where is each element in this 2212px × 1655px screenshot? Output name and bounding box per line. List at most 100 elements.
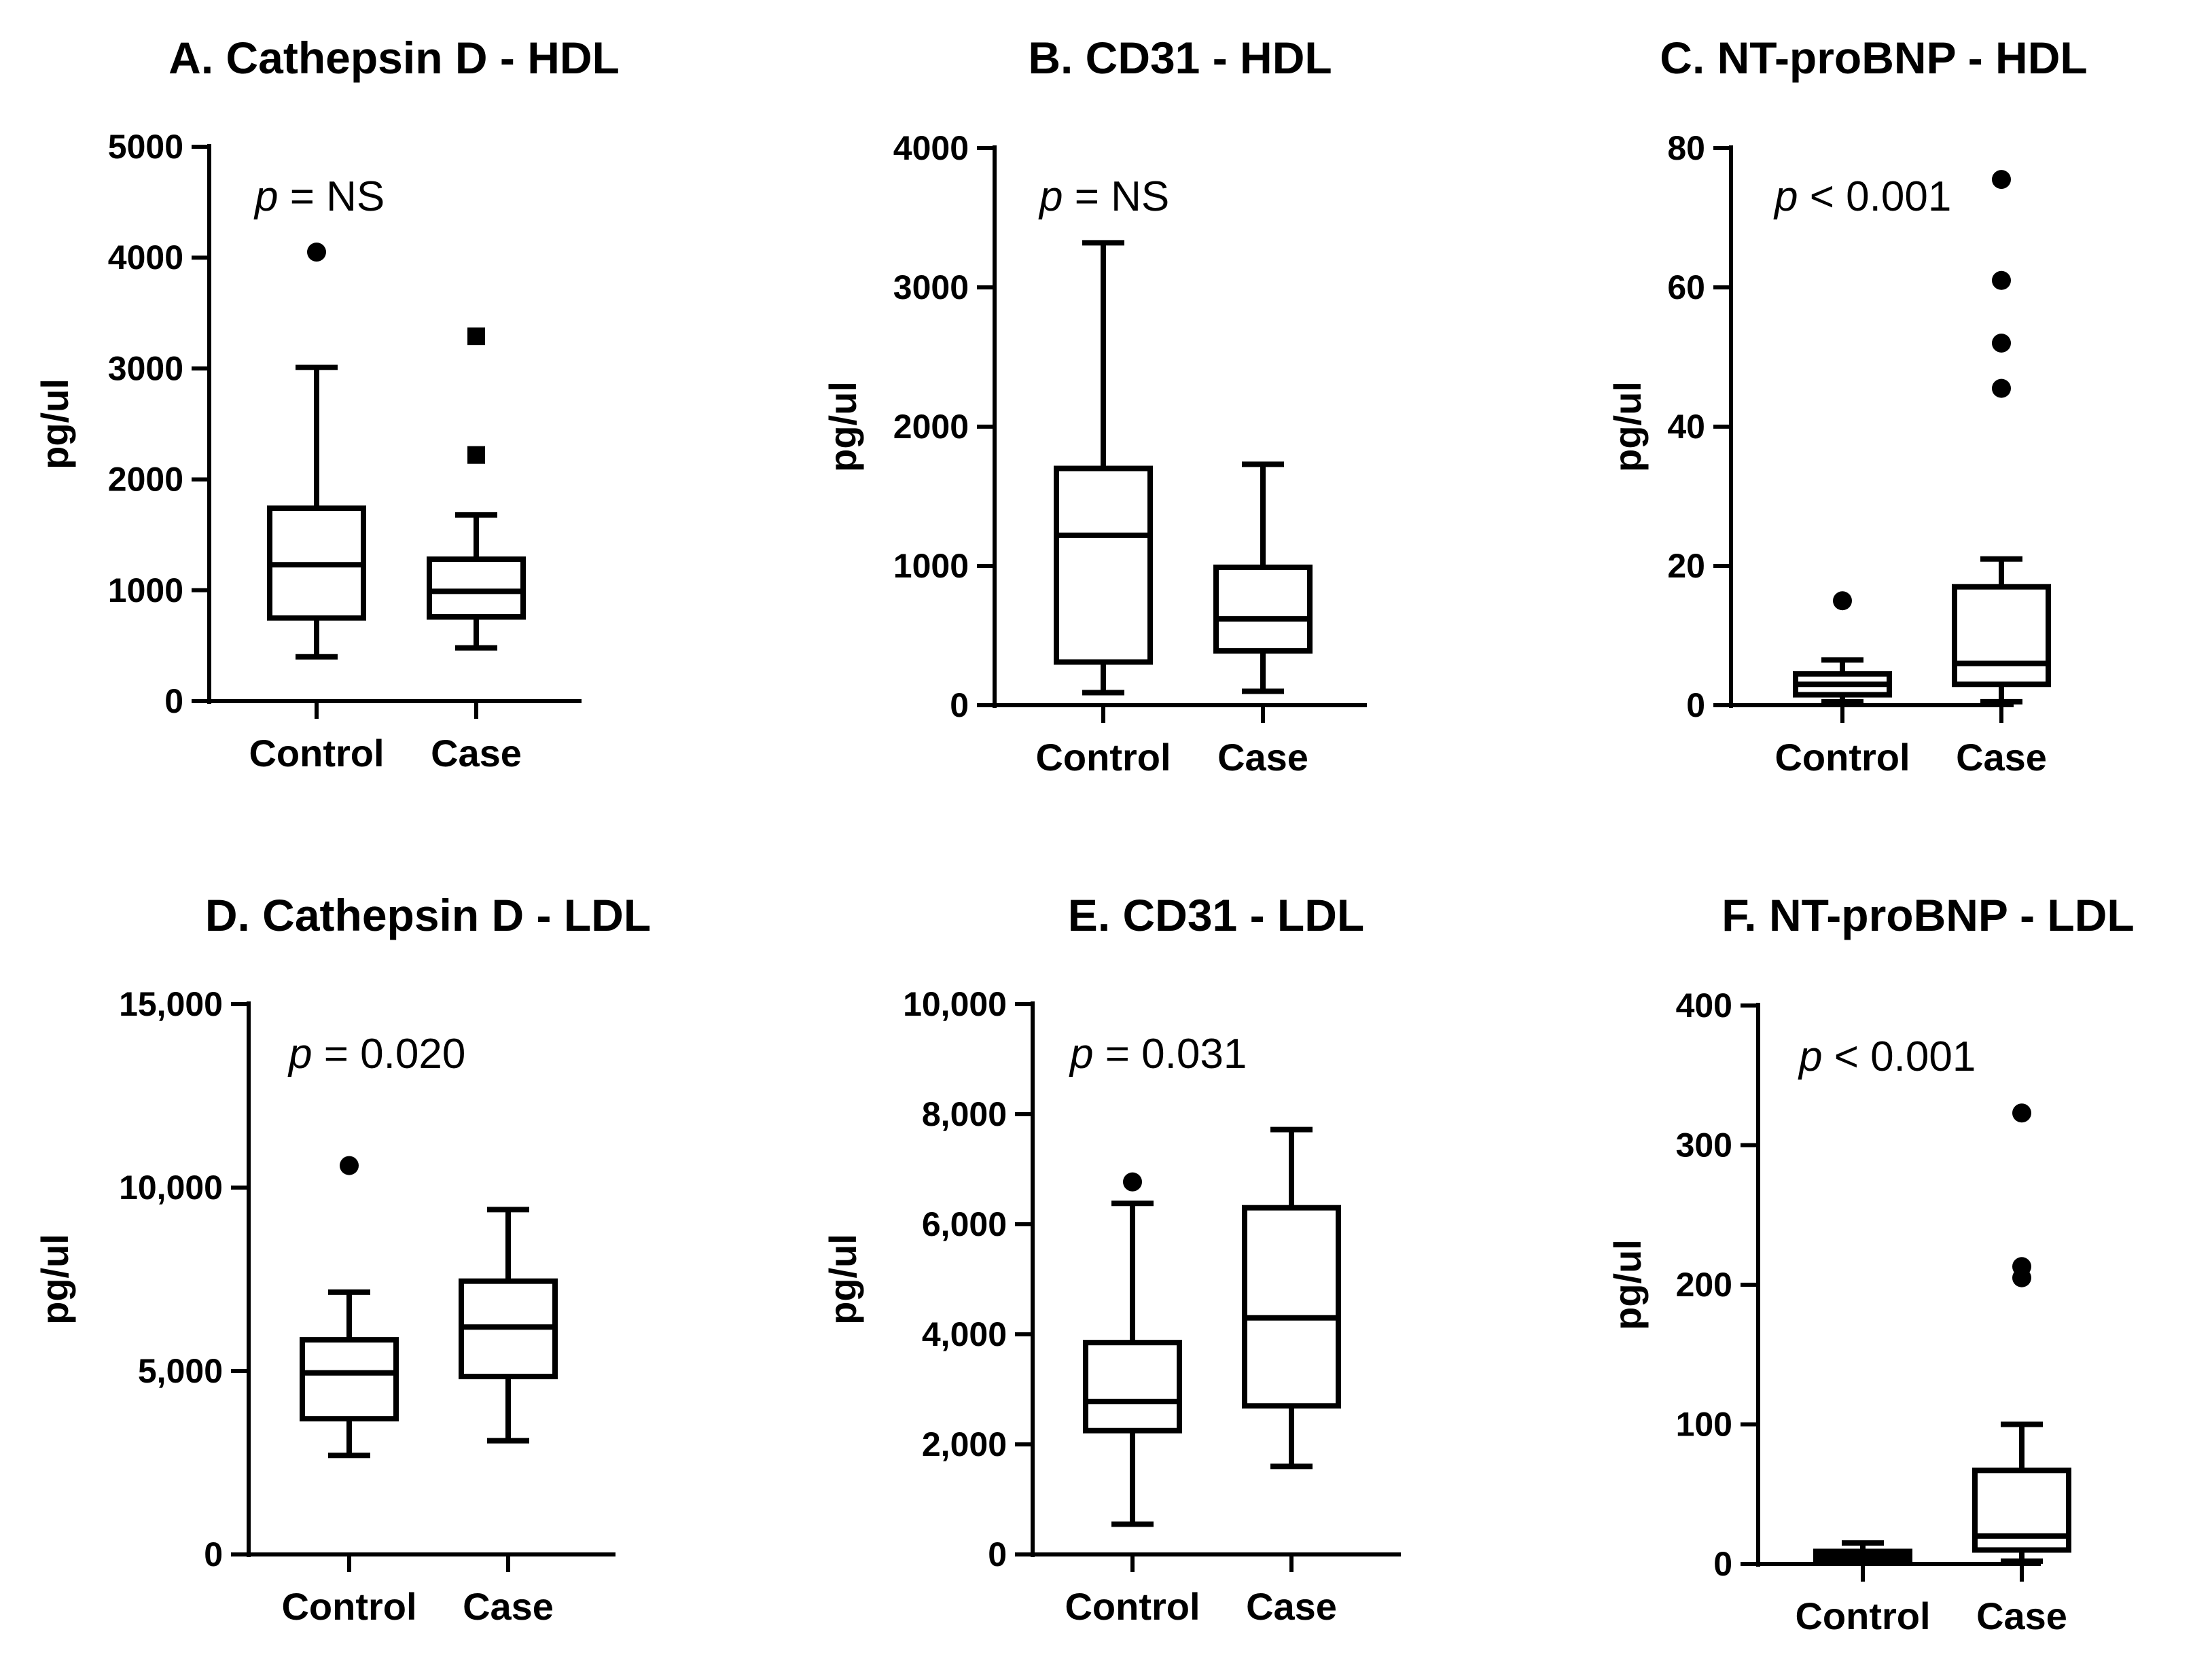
x-category-label: Case: [1246, 1585, 1337, 1628]
outlier-point: [1833, 591, 1852, 611]
y-tick-label: 80: [1667, 129, 1705, 167]
box-control: [1083, 1172, 1182, 1527]
x-category-label: Case: [431, 732, 522, 775]
chart-title: E. CD31 - LDL: [1068, 890, 1364, 940]
p-value-annotation: p < 0.001: [1773, 173, 1951, 220]
x-category-label: Case: [1976, 1595, 2067, 1637]
p-value-text: = NS: [1063, 173, 1169, 220]
interquartile-box: [1054, 465, 1153, 665]
box-case: [1242, 1126, 1341, 1470]
p-value-text: = 0.031: [1093, 1031, 1247, 1078]
panel-a: A. Cathepsin D - HDL pg/ul 0 1000 2000 3000 40…: [33, 33, 620, 775]
outlier-point: [1123, 1172, 1142, 1192]
outlier-point: [307, 243, 326, 262]
p-value-symbol: p: [1773, 173, 1798, 220]
x-category-label: Case: [463, 1585, 554, 1628]
interquartile-box: [1242, 1205, 1341, 1409]
y-tick-label: 400: [1676, 986, 1732, 1025]
p-value-annotation: p = NS: [253, 173, 385, 220]
y-tick-label: 2000: [893, 408, 969, 446]
p-value-symbol: p: [1038, 173, 1063, 220]
y-tick-label: 0: [1686, 686, 1705, 724]
y-tick-label: 15,000: [119, 985, 223, 1023]
panel-e: E. CD31 - LDL pg/ul 0 2,000 4,000 6,000 8,000 1…: [821, 890, 1401, 1628]
y-axis-label: pg/ul: [33, 378, 76, 469]
p-value-symbol: p: [253, 173, 278, 220]
p-value-annotation: p < 0.001: [1798, 1033, 1976, 1080]
y-axis-label: pg/ul: [1606, 1239, 1649, 1330]
chart-title: C. NT-proBNP - HDL: [1660, 33, 2087, 83]
y-tick-label: 8,000: [922, 1095, 1007, 1133]
y-tick-label: 200: [1676, 1266, 1732, 1304]
p-value-text: = 0.020: [312, 1031, 465, 1078]
outlier-point: [1992, 334, 2011, 353]
outlier-point: [2012, 1103, 2031, 1123]
x-category-label: Case: [1956, 736, 2047, 779]
box-control: [267, 243, 366, 660]
x-category-label: Case: [1217, 736, 1308, 779]
y-tick-label: 300: [1676, 1126, 1732, 1164]
y-tick-label: 40: [1667, 408, 1705, 446]
x-category-label: Control: [1065, 1585, 1200, 1628]
y-tick-label: 4000: [893, 129, 969, 167]
panel-c: C. NT-proBNP - HDL pg/ul 0 20 40 60 80 Control C…: [1606, 33, 2088, 779]
y-axis-label: pg/ul: [1606, 381, 1649, 472]
interquartile-box: [427, 556, 526, 620]
y-tick-label: 4,000: [922, 1315, 1007, 1353]
y-tick-label: 0: [1713, 1545, 1732, 1583]
y-tick-label: 5,000: [138, 1352, 223, 1390]
interquartile-box: [300, 1337, 399, 1422]
outlier-point: [467, 327, 485, 346]
y-tick-label: 3000: [108, 349, 183, 387]
outlier-point: [467, 446, 485, 464]
box-case: [459, 1207, 558, 1444]
y-axis-label: pg/ul: [33, 1234, 76, 1325]
chart-title: D. Cathepsin D - LDL: [205, 890, 651, 940]
interquartile-box: [1083, 1340, 1182, 1434]
y-tick-label: 3000: [893, 268, 969, 306]
x-category-label: Control: [1035, 736, 1171, 779]
p-value-annotation: p = NS: [1038, 173, 1169, 220]
y-tick-label: 10,000: [119, 1169, 223, 1207]
y-axis-label: pg/ul: [821, 1234, 864, 1325]
x-category-label: Control: [1774, 736, 1910, 779]
panel-f: F. NT-proBNP - LDL pg/ul 0 100 200 300 400 Cont…: [1606, 890, 2135, 1637]
p-value-annotation: p = 0.020: [287, 1031, 465, 1078]
p-value-text: < 0.001: [1822, 1033, 1976, 1080]
y-tick-label: 1000: [893, 547, 969, 585]
interquartile-box: [1952, 584, 2051, 688]
box-case: [1972, 1103, 2071, 1564]
y-tick-label: 0: [164, 682, 183, 720]
y-tick-label: 2000: [108, 461, 183, 499]
y-tick-label: 4000: [108, 238, 183, 277]
chart-title: F. NT-proBNP - LDL: [1722, 890, 2134, 940]
y-tick-label: 0: [988, 1535, 1007, 1573]
p-value-text: < 0.001: [1798, 173, 1951, 220]
y-tick-label: 2,000: [922, 1425, 1007, 1463]
box-control: [1813, 1540, 1912, 1565]
box-control: [300, 1156, 399, 1459]
outlier-point: [1992, 270, 2011, 290]
p-value-annotation: p = 0.031: [1069, 1031, 1247, 1078]
interquartile-box: [1213, 565, 1313, 654]
y-tick-label: 5000: [108, 128, 183, 166]
box-case: [427, 327, 526, 651]
outlier-point: [1992, 170, 2011, 190]
x-category-label: Control: [1795, 1595, 1930, 1637]
y-tick-label: 1000: [108, 571, 183, 609]
box-case: [1952, 170, 2051, 705]
y-tick-label: 10,000: [903, 985, 1007, 1023]
p-value-text: = NS: [278, 173, 385, 220]
y-tick-label: 20: [1667, 547, 1705, 585]
chart-title: B. CD31 - HDL: [1028, 33, 1332, 83]
y-tick-label: 60: [1667, 268, 1705, 306]
y-axis-label: pg/ul: [821, 381, 864, 472]
outlier-point: [1992, 378, 2011, 398]
panel-b: B. CD31 - HDL pg/ul 0 1000 2000 3000 4000 Contr…: [821, 33, 1367, 779]
y-tick-label: 100: [1676, 1406, 1732, 1444]
chart-title: A. Cathepsin D - HDL: [168, 33, 620, 83]
x-category-label: Control: [281, 1585, 416, 1628]
panel-d: D. Cathepsin D - LDL pg/ul 0 5,000 10,000 15,…: [33, 890, 651, 1628]
outlier-point: [340, 1156, 359, 1175]
